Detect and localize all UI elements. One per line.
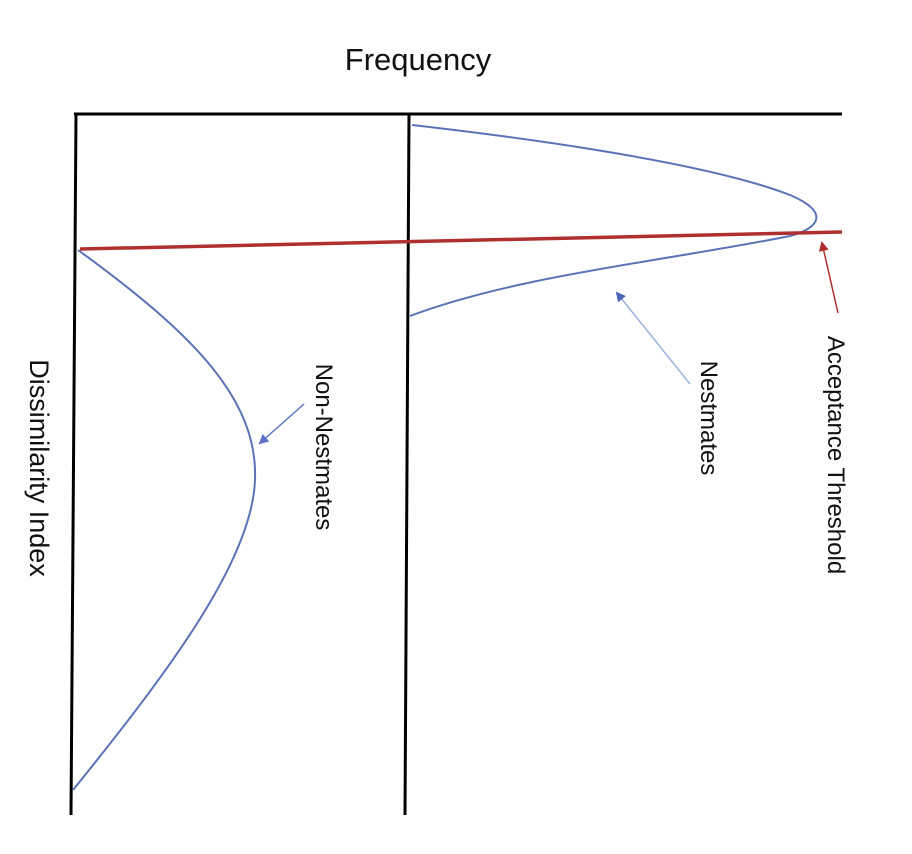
non-nestmates-arrow [258,403,305,445]
threshold-arrow [818,241,839,314]
acceptance-threshold-label: Acceptance Threshold [822,336,849,574]
non-nestmates-label: Non-Nestmates [310,364,337,531]
acceptance-threshold-line [79,230,843,251]
non-nestmates-curve [72,249,257,791]
diagram-title: Frequency [345,42,492,77]
nestmates-label: Nestmates [695,361,722,476]
y-axis-label: Dissimilarity Index [24,359,54,577]
left-axis-line [69,113,78,816]
nestmates-arrow [615,291,691,385]
nestmates-curve [409,124,818,317]
middle-axis-line [403,113,411,816]
